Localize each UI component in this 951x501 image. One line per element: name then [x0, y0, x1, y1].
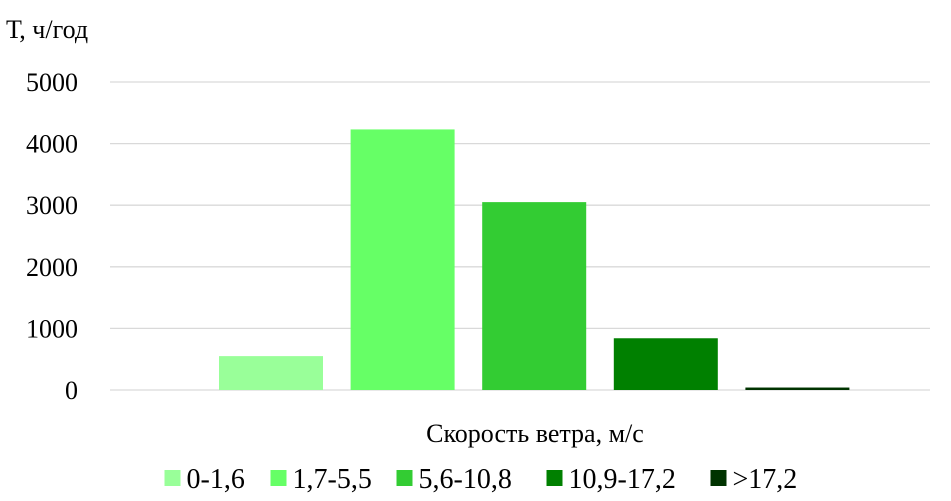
- y-axis-ticks: 0 1000 2000 3000 4000 5000: [26, 68, 78, 405]
- y-tick-label: 0: [65, 376, 78, 405]
- legend: 0-1,6 1,7-5,5 5,6-10,8 10,9-17,2 >17,2: [164, 464, 798, 495]
- legend-label: 0-1,6: [187, 464, 245, 495]
- y-tick-label: 2000: [26, 253, 78, 282]
- legend-label: >17,2: [733, 464, 798, 495]
- bar-4: [613, 338, 718, 390]
- bar-5: [745, 387, 850, 390]
- bars: [219, 129, 850, 390]
- y-axis-title: Т, ч/год: [6, 15, 88, 44]
- x-axis-title: Скорость ветра, м/с: [426, 419, 644, 448]
- legend-label: 10,9-17,2: [569, 464, 676, 495]
- legend-item: >17,2: [710, 464, 798, 495]
- legend-item: 1,7-5,5: [270, 464, 372, 495]
- bar-3: [482, 202, 587, 390]
- legend-swatch: [164, 470, 181, 486]
- bar-1: [219, 356, 323, 390]
- legend-swatch: [396, 470, 413, 486]
- y-tick-label: 5000: [26, 68, 78, 97]
- legend-item: 5,6-10,8: [396, 464, 512, 495]
- y-tick-label: 4000: [26, 130, 78, 159]
- legend-swatch: [710, 470, 727, 486]
- y-tick-label: 3000: [26, 191, 78, 220]
- legend-item: 0-1,6: [164, 464, 245, 495]
- legend-label: 1,7-5,5: [293, 464, 372, 495]
- bar-2: [350, 129, 455, 390]
- y-tick-label: 1000: [26, 314, 78, 343]
- legend-label: 5,6-10,8: [419, 464, 512, 495]
- legend-item: 10,9-17,2: [546, 464, 676, 495]
- legend-swatch: [546, 470, 563, 486]
- legend-swatch: [270, 470, 287, 486]
